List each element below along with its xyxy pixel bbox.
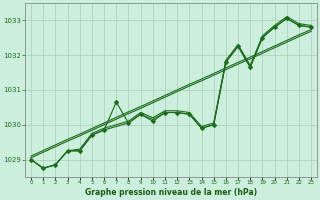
X-axis label: Graphe pression niveau de la mer (hPa): Graphe pression niveau de la mer (hPa)	[85, 188, 257, 197]
